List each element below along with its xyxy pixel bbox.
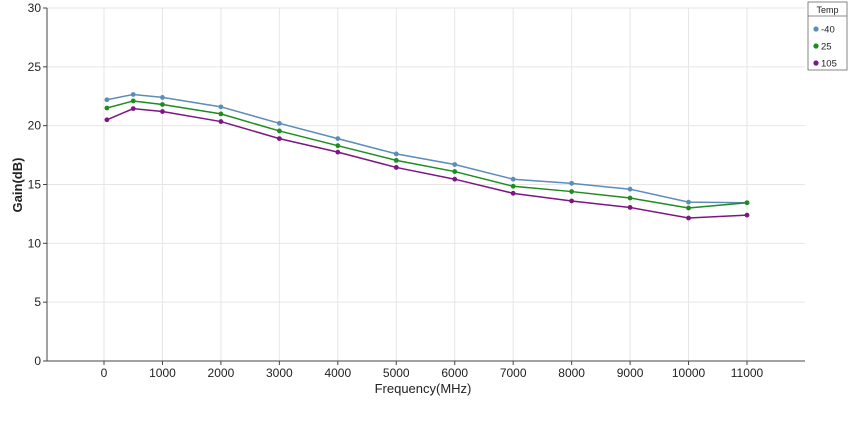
series-line-25 xyxy=(106,100,748,209)
data-point-105 xyxy=(627,205,633,210)
legend-label: 105 xyxy=(821,59,837,70)
data-point-25 xyxy=(569,189,575,194)
data-point--40 xyxy=(510,176,516,182)
series-layer xyxy=(104,92,750,221)
legend-label: 25 xyxy=(821,42,832,53)
legend-box xyxy=(807,1,848,71)
data-point-105 xyxy=(130,106,136,112)
legend-title: Temp xyxy=(816,5,838,15)
x-tick-label: 0 xyxy=(101,366,108,380)
data-point-25 xyxy=(160,102,165,107)
data-point--40 xyxy=(276,120,282,126)
y-tick-label: 30 xyxy=(28,1,42,15)
y-tick-label: 20 xyxy=(28,119,42,133)
data-point--40 xyxy=(104,97,110,103)
legend-marker-105 xyxy=(813,60,819,66)
legend-label: -40 xyxy=(821,25,835,36)
data-point--40 xyxy=(160,95,165,100)
x-tick-label: 2000 xyxy=(208,366,235,380)
x-tick-label: 11000 xyxy=(731,366,764,380)
data-point-25 xyxy=(510,183,516,189)
data-point-25 xyxy=(393,157,399,163)
x-tick-label: 3000 xyxy=(266,366,293,380)
grid xyxy=(47,7,805,361)
data-point-105 xyxy=(452,176,458,182)
data-point--40 xyxy=(393,151,399,157)
data-point-105 xyxy=(744,212,750,218)
x-tick-label: 9000 xyxy=(617,366,644,380)
data-point-25 xyxy=(627,195,633,201)
data-point-25 xyxy=(104,105,110,111)
y-tick-label: 5 xyxy=(34,295,41,309)
data-point--40 xyxy=(452,162,458,167)
x-tick-label: 10000 xyxy=(672,366,706,380)
data-point-105 xyxy=(510,190,516,196)
data-point-105 xyxy=(104,117,110,123)
data-point-25 xyxy=(276,128,282,134)
y-tick-label: 15 xyxy=(28,178,42,192)
data-point--40 xyxy=(335,136,341,142)
y-axis-label: Gain(dB) xyxy=(10,158,25,213)
data-point-105 xyxy=(218,119,224,124)
legend-marker-25 xyxy=(813,43,819,49)
data-point-25 xyxy=(452,169,458,174)
x-axis-label: Frequency(MHz) xyxy=(375,381,472,396)
data-point-25 xyxy=(686,205,691,211)
data-point-105 xyxy=(393,165,399,170)
data-point-105 xyxy=(276,136,282,142)
data-point-25 xyxy=(744,200,750,206)
x-tick-label: 7000 xyxy=(500,366,527,380)
data-point-105 xyxy=(569,198,575,204)
x-tick-label: 6000 xyxy=(441,366,468,380)
data-point--40 xyxy=(218,104,224,110)
legend: Temp -40 25 105 xyxy=(807,1,848,71)
data-point-25 xyxy=(130,98,136,104)
axes: 0 5 10 15 20 25 30 0 1000 2000 3000 4000 5000 6000 700… xyxy=(28,1,805,380)
data-point--40 xyxy=(686,199,691,205)
x-tick-label: 1000 xyxy=(149,366,176,380)
y-tick-label: 0 xyxy=(34,354,41,368)
x-tick-label: 8000 xyxy=(558,366,585,380)
data-point--40 xyxy=(130,92,136,97)
data-point-25 xyxy=(218,111,224,117)
x-tick-label: 4000 xyxy=(324,366,351,380)
legend-marker--40 xyxy=(813,26,819,32)
data-point-105 xyxy=(686,215,691,221)
data-point-105 xyxy=(335,149,341,155)
data-point--40 xyxy=(569,180,575,186)
data-point-25 xyxy=(335,143,341,149)
data-point-105 xyxy=(160,109,165,114)
y-tick-label: 10 xyxy=(28,236,42,250)
x-tick-label: 5000 xyxy=(383,366,410,380)
data-point--40 xyxy=(627,186,633,192)
y-tick-label: 25 xyxy=(28,60,42,74)
